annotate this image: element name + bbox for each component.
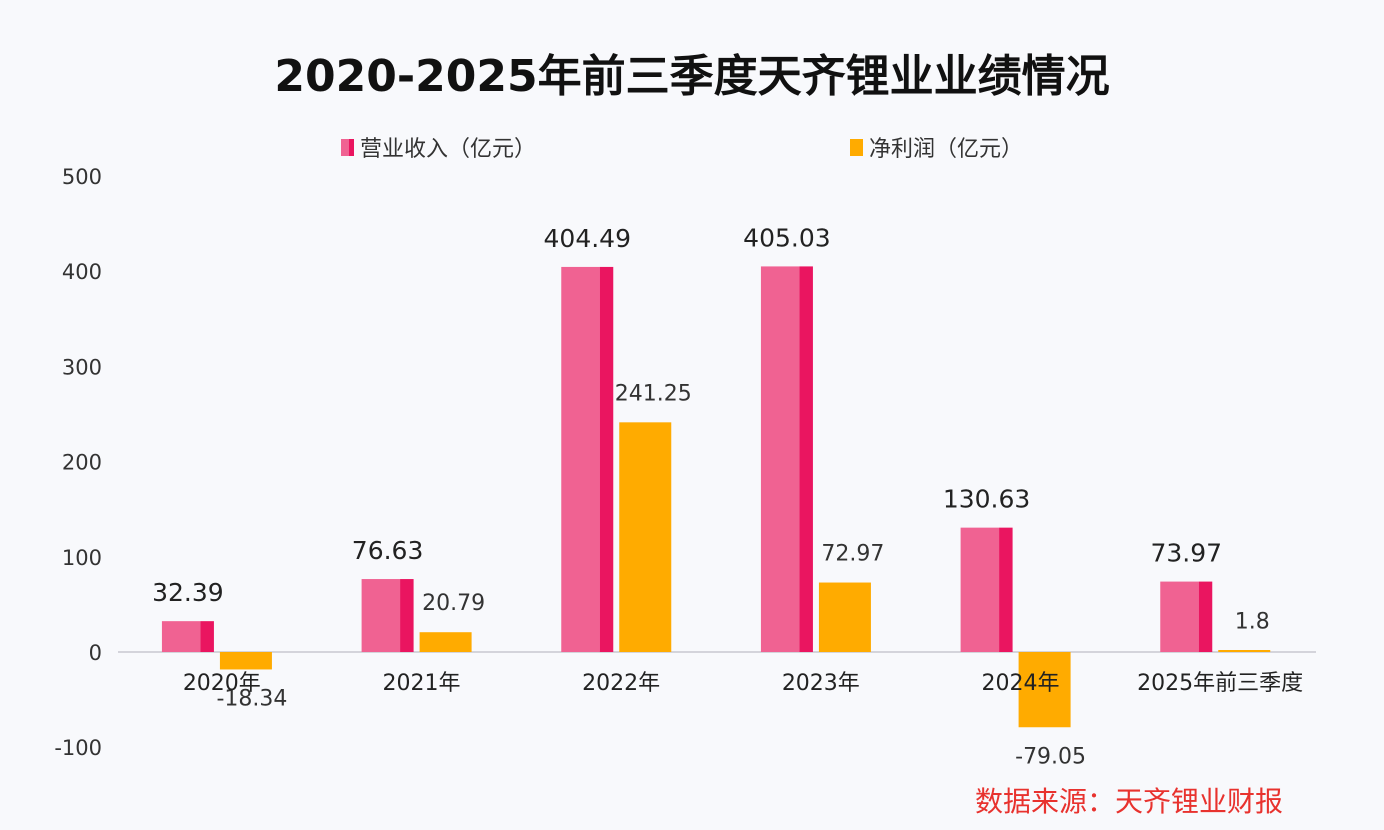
y-tick-label: 300 bbox=[62, 355, 102, 379]
bar-revenue-side bbox=[200, 621, 214, 652]
bar-revenue bbox=[161, 621, 201, 652]
y-tick-label: 200 bbox=[62, 451, 102, 475]
data-label-net-profit: 1.8 bbox=[1235, 609, 1270, 634]
bar-net-profit bbox=[818, 582, 871, 652]
bar-revenue bbox=[960, 527, 1000, 652]
bar-revenue-side bbox=[799, 266, 813, 652]
legend-label-revenue: 营业收入（亿元） bbox=[360, 137, 537, 162]
y-tick-label: -100 bbox=[54, 736, 102, 760]
y-tick-label: 400 bbox=[62, 260, 102, 284]
data-label-revenue: 73.97 bbox=[1150, 539, 1222, 568]
legend-swatch-revenue bbox=[341, 138, 354, 156]
bar-net-profit bbox=[1018, 652, 1071, 728]
chart-title: 2020-2025年前三季度天齐锂业业绩情况 bbox=[274, 51, 1110, 102]
legend-swatch-net-profit bbox=[850, 138, 863, 156]
data-label-revenue: 405.03 bbox=[743, 223, 830, 252]
x-tick-label: 2023年 bbox=[782, 671, 860, 696]
data-label-revenue: 32.39 bbox=[152, 578, 224, 607]
y-tick-label: 500 bbox=[62, 165, 102, 189]
y-tick-label: 100 bbox=[62, 546, 102, 570]
x-tick-label: 2021年 bbox=[382, 671, 460, 696]
x-tick-label: 2022年 bbox=[582, 671, 660, 696]
bar-net-profit bbox=[619, 422, 672, 652]
data-label-net-profit: -18.34 bbox=[216, 686, 287, 711]
x-tick-label: 2020年 bbox=[183, 671, 261, 696]
bar-revenue bbox=[1160, 581, 1199, 652]
bar-revenue-side bbox=[1198, 581, 1213, 652]
bar-revenue bbox=[760, 266, 800, 652]
y-tick-label: 0 bbox=[89, 641, 102, 665]
data-label-net-profit: 20.79 bbox=[422, 591, 485, 616]
legend-item-revenue: 营业收入（亿元） bbox=[341, 131, 536, 163]
bar-revenue-side bbox=[999, 527, 1013, 652]
x-tick-label: 2025年前三季度 bbox=[1137, 671, 1303, 696]
source-note: 数据来源：天齐锂业财报 bbox=[975, 785, 1284, 818]
bar-net-profit bbox=[1218, 650, 1271, 652]
legend-item-net-profit: 净利润（亿元） bbox=[850, 131, 1023, 163]
data-label-revenue: 404.49 bbox=[544, 224, 631, 253]
data-label-revenue: 76.63 bbox=[352, 536, 424, 565]
bar-revenue bbox=[361, 579, 401, 652]
data-label-net-profit: 72.97 bbox=[821, 542, 884, 567]
bar-revenue-side bbox=[400, 579, 414, 652]
legend-label-net-profit: 净利润（亿元） bbox=[869, 137, 1024, 162]
bar-net-profit bbox=[419, 632, 472, 652]
data-label-revenue: 130.63 bbox=[943, 485, 1030, 514]
data-label-net-profit: 241.25 bbox=[615, 381, 692, 406]
bar-revenue-side bbox=[599, 266, 614, 652]
x-tick-label: 2024年 bbox=[981, 671, 1059, 696]
bar-revenue bbox=[561, 266, 600, 652]
data-label-net-profit: -79.05 bbox=[1015, 744, 1086, 769]
bar-net-profit bbox=[219, 652, 272, 670]
